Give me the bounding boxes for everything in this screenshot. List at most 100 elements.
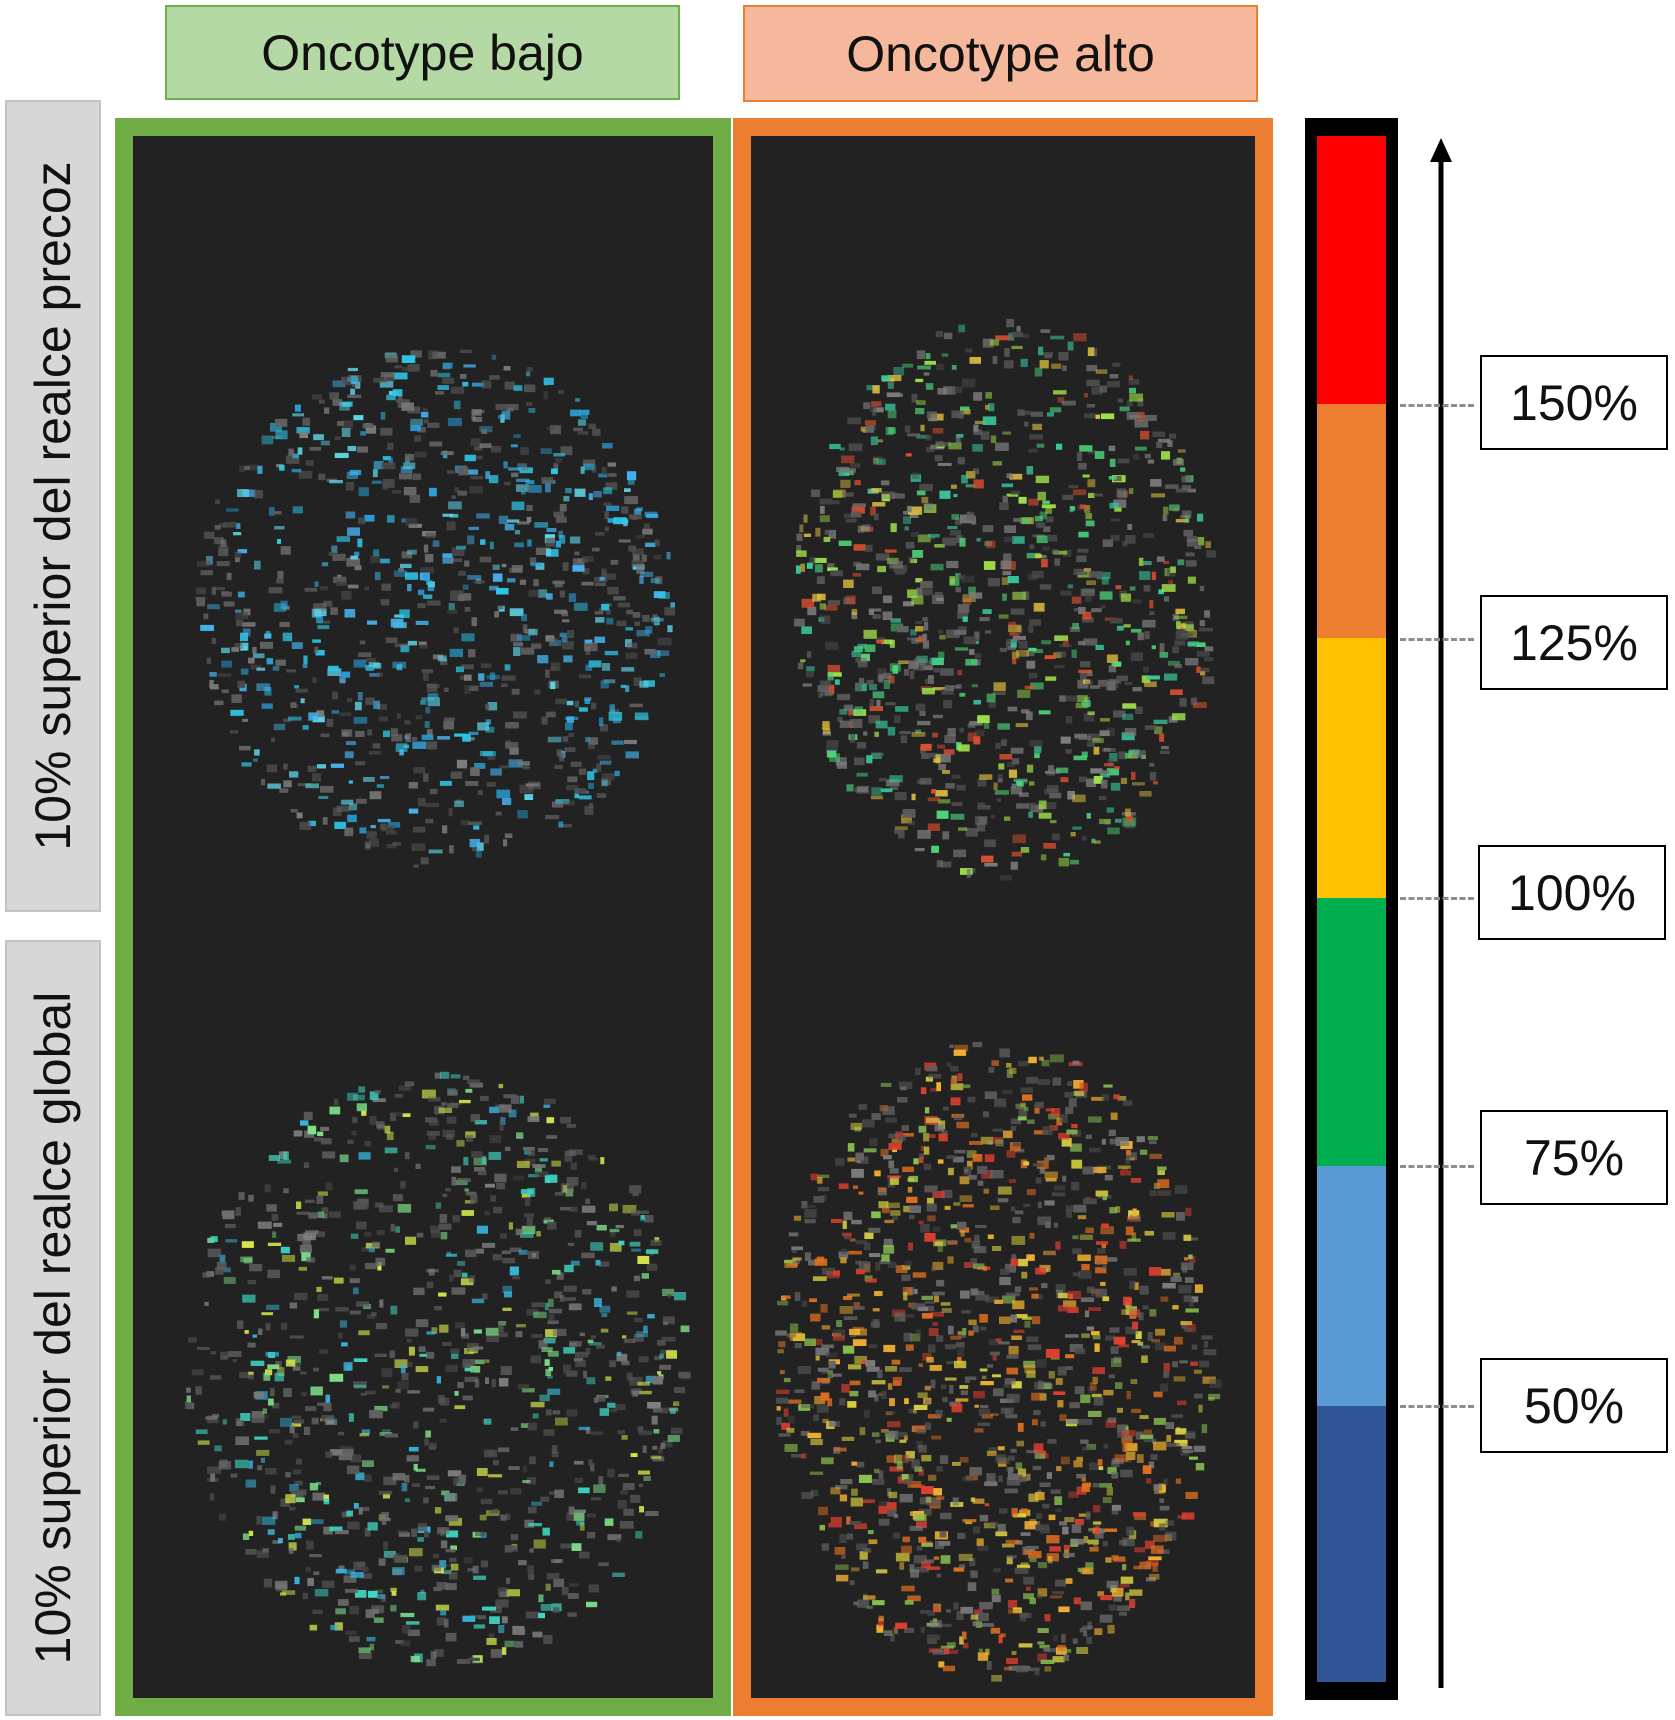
speckle [991,1675,1002,1682]
speckle [932,1649,947,1655]
speckle [814,1396,826,1405]
speckle [457,1260,466,1266]
speckle [1088,450,1097,454]
speckle [1017,1468,1026,1477]
speckle [417,1523,428,1532]
speckle [277,1367,285,1377]
speckle [887,410,897,419]
speckle [1119,406,1130,412]
speckle [601,1313,608,1318]
speckle [1035,1267,1046,1275]
speckle [1004,536,1014,542]
speckle [920,1087,927,1095]
speckle [607,586,619,595]
speckle [901,1474,909,1480]
speckle [843,468,856,473]
speckle [904,1260,913,1267]
speckle [1185,560,1197,567]
speckle [848,443,863,452]
speckle [1118,751,1127,760]
speckle [377,1262,382,1271]
speckle [398,1085,412,1091]
speckle [235,557,240,563]
speckle [1113,476,1122,481]
speckle [1122,1537,1135,1547]
speckle [618,1240,625,1246]
speckle [297,447,303,455]
speckle [1052,1591,1065,1595]
speckle [580,1522,585,1531]
speckle [267,783,281,789]
speckle [931,1265,936,1272]
speckle [553,1559,563,1563]
speckle [365,1390,376,1395]
speckle [442,825,448,834]
speckle [1050,1595,1063,1599]
speckle [332,380,346,388]
speckle [908,660,919,670]
speckle [863,1148,877,1153]
speckle [791,1246,803,1251]
speckle [776,1416,782,1425]
speckle [495,403,509,410]
speckle [837,716,843,723]
speckle [529,1548,534,1553]
speckle [608,473,617,477]
speckle [353,415,364,421]
speckle [893,367,905,376]
speckle [279,1151,288,1160]
speckle [1152,1439,1156,1444]
speckle [516,1132,524,1139]
speckle [917,829,931,839]
speckle [248,1194,254,1202]
speckle [552,580,565,585]
speckle [1086,379,1100,387]
speckle [827,1369,834,1379]
speckle [403,462,416,470]
speckle [1107,827,1120,835]
speckle [499,1233,507,1239]
speckle [1137,398,1144,407]
speckle [590,1335,597,1339]
speckle [374,1202,384,1208]
speckle [992,1128,1003,1132]
speckle [1100,1226,1114,1235]
speckle [435,1604,450,1611]
speckle [514,542,524,548]
speckle [1032,1465,1042,1471]
speckle [999,1316,1011,1324]
speckle [1209,1379,1222,1389]
speckle [500,1366,512,1375]
speckle [348,375,362,382]
speckle [1042,500,1050,504]
speckle [470,438,481,446]
speckle [929,752,939,758]
speckle [466,469,478,475]
speckle [1048,1371,1055,1379]
speckle [354,1189,368,1195]
speckle [1023,1106,1029,1112]
speckle [921,1561,931,1569]
speckle [1085,1134,1092,1139]
speckle [349,803,358,811]
speckle [856,1543,868,1551]
speckle [221,660,232,668]
speckle [447,609,458,614]
speckle [610,1231,616,1238]
speckle [830,570,843,577]
speckle [320,1138,332,1145]
speckle [256,1516,261,1525]
speckle [502,1647,507,1655]
speckle [1125,1326,1139,1335]
speckle [250,1360,265,1366]
speckle [1136,1454,1144,1463]
speckle [1076,555,1087,563]
speckle [1097,1248,1106,1254]
speckle [920,743,932,751]
speckle [464,685,471,694]
speckle [546,426,554,431]
speckle [423,773,429,782]
speckle [916,1329,922,1337]
speckle [413,1421,419,1429]
speckle [657,637,672,646]
